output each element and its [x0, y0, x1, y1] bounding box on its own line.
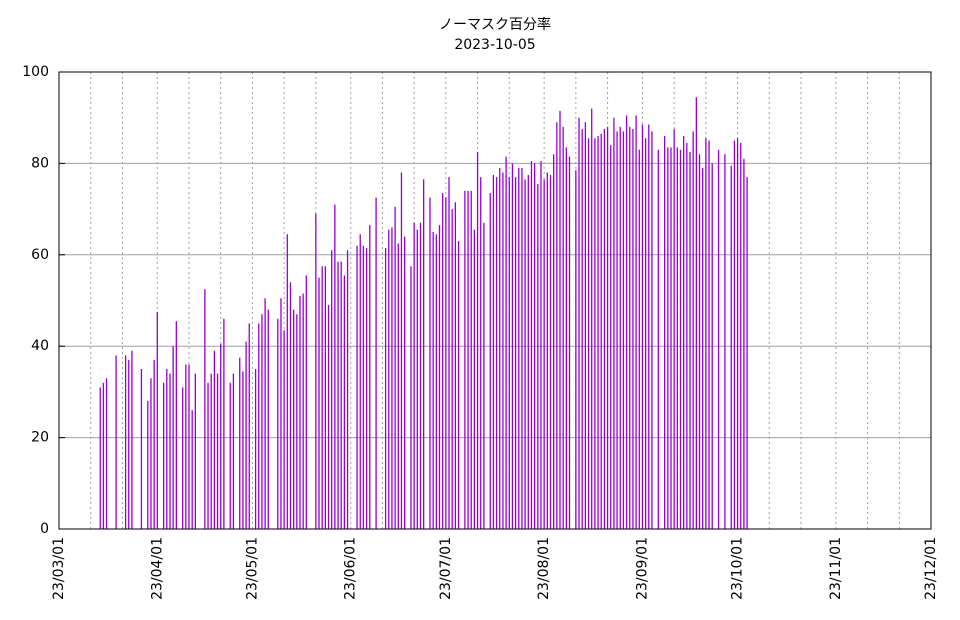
x-tick-label: 23/10/01: [730, 537, 746, 600]
x-tick-label: 23/05/01: [244, 537, 260, 600]
grid: [58, 71, 932, 530]
y-tick-label: 80: [31, 155, 49, 171]
x-tick-label: 23/07/01: [438, 537, 454, 600]
x-tick-label: 23/09/01: [634, 537, 650, 600]
y-tick-label: 40: [31, 338, 49, 354]
y-tick-label: 20: [31, 430, 49, 446]
y-tick-label: 100: [22, 64, 49, 80]
x-tick-label: 23/08/01: [536, 537, 552, 600]
y-tick-label: 0: [40, 521, 49, 537]
chart-title: ノーマスク百分率: [439, 16, 551, 33]
x-tick-label: 23/03/01: [51, 537, 67, 600]
marks: [99, 97, 748, 529]
x-tick-label: 23/04/01: [149, 537, 165, 600]
plot-frame: [58, 71, 932, 530]
chart-subtitle: 2023-10-05: [454, 37, 535, 53]
x-tick-label: 23/06/01: [343, 537, 359, 600]
y-tick-label: 60: [31, 247, 49, 263]
x-tick-label: 23/11/01: [828, 537, 844, 600]
x-tick-label: 23/12/01: [923, 537, 939, 600]
